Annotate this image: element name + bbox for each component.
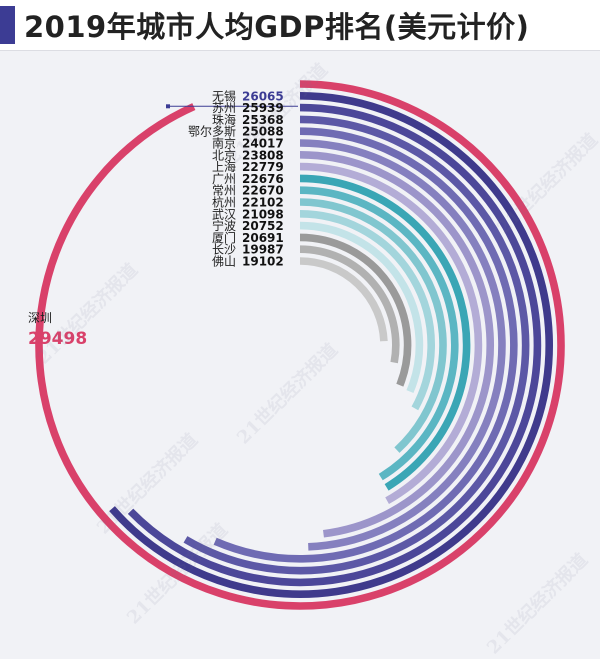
city-label: 佛山 — [212, 255, 236, 269]
value-label: 23808 — [242, 148, 284, 162]
arc-上海 — [299, 162, 483, 505]
radial-bar-chart: 无锡 26065 苏州 25939 珠海 25368 鄂尔多斯 25088 南京 24017 北京 2… — [0, 50, 600, 659]
arc-group — [35, 80, 565, 610]
value-label: 19102 — [242, 255, 284, 269]
arc-长沙 — [299, 245, 400, 364]
value-label: 20752 — [242, 219, 284, 233]
city-label: 常州 — [212, 184, 236, 198]
arc-无锡 — [109, 92, 553, 598]
value-label: 25088 — [242, 125, 284, 139]
arc-苏州 — [127, 103, 542, 587]
city-label: 南京 — [212, 136, 236, 151]
city-label: 长沙 — [212, 243, 236, 257]
value-label: 24017 — [242, 137, 284, 151]
value-label: 22676 — [242, 172, 284, 186]
arc-珠海 — [183, 115, 530, 575]
value-label: 19987 — [242, 243, 284, 257]
arc-佛山 — [299, 257, 388, 342]
value-label: 22670 — [242, 184, 284, 198]
arc-鄂尔多斯 — [213, 127, 518, 563]
value-label: 21098 — [242, 207, 284, 221]
value-label: 22102 — [242, 196, 284, 210]
arc-深圳 — [35, 80, 565, 610]
label-group: 无锡 26065 苏州 25939 珠海 25368 鄂尔多斯 25088 南京 24017 北京 2… — [166, 88, 298, 269]
city-label: 深圳 — [28, 311, 52, 325]
value-label: 29498 — [28, 329, 87, 349]
arc-南京 — [299, 139, 506, 551]
city-label: 上海 — [212, 159, 236, 174]
arc-北京 — [299, 151, 495, 538]
value-label: 20691 — [242, 231, 284, 245]
chart-svg: 无锡 26065 苏州 25939 珠海 25368 鄂尔多斯 25088 南京 24017 北京 2… — [28, 80, 565, 610]
city-label: 武汉 — [212, 207, 236, 221]
arc-厦门 — [299, 233, 412, 387]
page-title: 2019年城市人均GDP排名(美元计价) — [24, 10, 530, 44]
arc-杭州 — [299, 198, 447, 453]
value-label: 22779 — [242, 160, 284, 174]
value-label: 25368 — [242, 113, 284, 127]
city-label: 北京 — [212, 148, 236, 162]
city-label: 广州 — [212, 172, 236, 186]
city-label: 无锡 — [212, 88, 236, 103]
value-label: 26065 — [242, 89, 284, 103]
value-label: 25939 — [242, 101, 284, 115]
arc-广州 — [299, 174, 471, 491]
header-bar: 2019年城市人均GDP排名(美元计价) — [0, 0, 600, 51]
city-label: 杭州 — [212, 195, 236, 210]
highlight-marker — [166, 104, 170, 109]
arc-宁波 — [299, 221, 424, 394]
arc-常州 — [299, 186, 459, 481]
city-label: 珠海 — [212, 112, 236, 127]
title-accent-bar — [0, 6, 15, 44]
arc-武汉 — [299, 210, 436, 411]
city-label: 鄂尔多斯 — [188, 124, 236, 139]
city-label: 苏州 — [212, 101, 236, 115]
city-label: 宁波 — [212, 218, 236, 233]
city-label: 厦门 — [212, 230, 236, 245]
